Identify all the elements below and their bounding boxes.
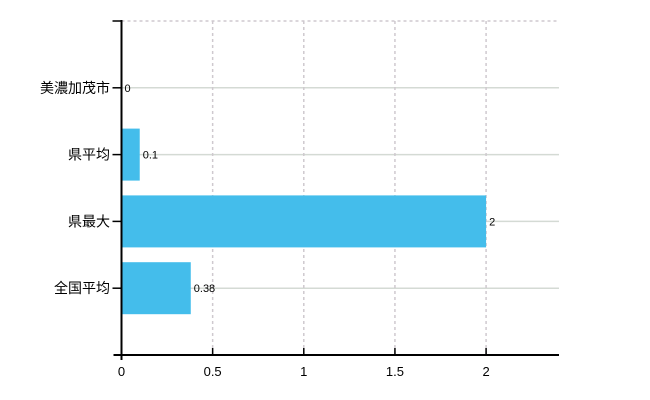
bar-3: [121, 262, 191, 315]
category-label: 県平均: [68, 147, 110, 163]
x-tick-label: 1.5: [386, 364, 404, 379]
bar-value-label: 0.1: [143, 150, 158, 162]
category-label: 全国平均: [54, 280, 110, 296]
category-label: 県最大: [68, 213, 110, 229]
x-tick-label: 0: [118, 364, 125, 379]
x-tick-label: 0.5: [204, 364, 222, 379]
bar-2: [121, 195, 487, 248]
bar-value-label: 0: [125, 83, 131, 95]
bar-1: [121, 128, 140, 181]
x-tick-label: 1: [300, 364, 307, 379]
bar-value-label: 2: [489, 216, 495, 228]
x-tick-label: 2: [482, 364, 489, 379]
category-label: 美濃加茂市: [40, 80, 110, 96]
bar-value-label: 0.38: [194, 283, 215, 295]
